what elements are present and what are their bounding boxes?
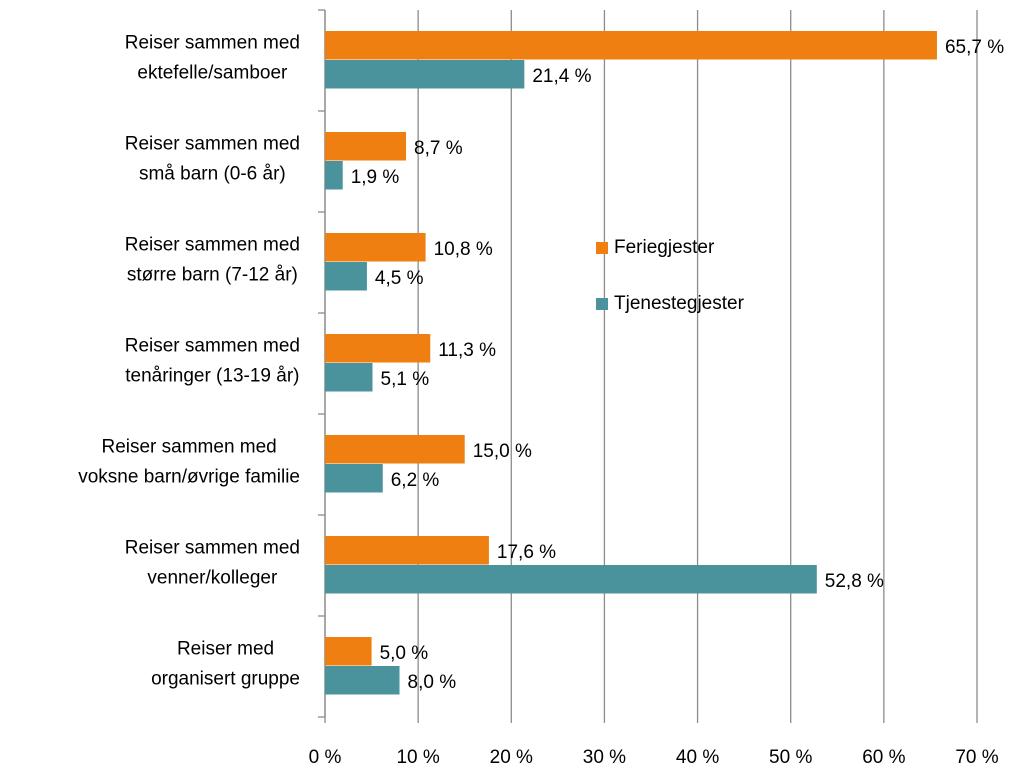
bar [325, 666, 400, 695]
x-tick-label: 50 % [769, 747, 812, 768]
bar [325, 334, 431, 363]
y-tick-label: Reiser sammen med større barn (7-12 år) [125, 235, 300, 286]
bar [325, 464, 383, 493]
x-tick-label: 20 % [490, 747, 533, 768]
x-tick-label: 10 % [396, 747, 439, 768]
value-label: 21,4 % [532, 66, 591, 87]
legend-swatch [596, 298, 608, 310]
x-tick-label: 0 % [309, 747, 342, 768]
legend-swatch [596, 242, 608, 254]
y-tick-label: Reiser sammen med ektefelle/samboer [125, 33, 300, 84]
x-tick-label: 30 % [583, 747, 626, 768]
value-label: 6,2 % [391, 470, 440, 491]
y-tick-label: Reiser sammen med voksne barn/øvrige fami… [78, 437, 300, 488]
value-label: 5,0 % [380, 643, 429, 664]
value-label: 11,3 % [438, 340, 496, 361]
x-tick-label: 70 % [955, 747, 998, 768]
bar [325, 161, 343, 190]
value-label: 15,0 % [473, 441, 532, 462]
bar [325, 363, 373, 392]
x-tick-label: 60 % [862, 747, 905, 768]
y-tick-label: Reiser sammen med små barn (0-6 år) [125, 134, 300, 185]
y-tick-label: Reiser sammen med tenåringer (13-19 år) [125, 336, 300, 387]
bar [325, 536, 489, 565]
value-label: 5,1 % [381, 369, 430, 390]
y-tick-label: Reiser sammen med venner/kolleger [125, 538, 300, 589]
bar [325, 233, 426, 262]
value-label: 65,7 % [945, 37, 1004, 58]
bar [325, 31, 937, 60]
bar [325, 132, 407, 161]
bar [325, 637, 372, 666]
value-label: 1,9 % [351, 167, 400, 188]
bar [325, 262, 367, 291]
y-tick-label: Reiser med organisert gruppe [151, 639, 300, 690]
value-label: 10,8 % [434, 239, 493, 260]
legend-label: Tjenestegjester [614, 293, 745, 314]
value-label: 4,5 % [375, 268, 424, 289]
value-label: 17,6 % [497, 542, 556, 563]
bar [325, 60, 525, 89]
bar [325, 565, 817, 594]
value-label: 52,8 % [825, 571, 884, 592]
bar [325, 435, 465, 464]
legend-label: Feriegjester [614, 237, 715, 258]
value-label: 8,0 % [408, 672, 457, 693]
value-label: 8,7 % [414, 138, 463, 159]
x-tick-label: 40 % [676, 747, 719, 768]
